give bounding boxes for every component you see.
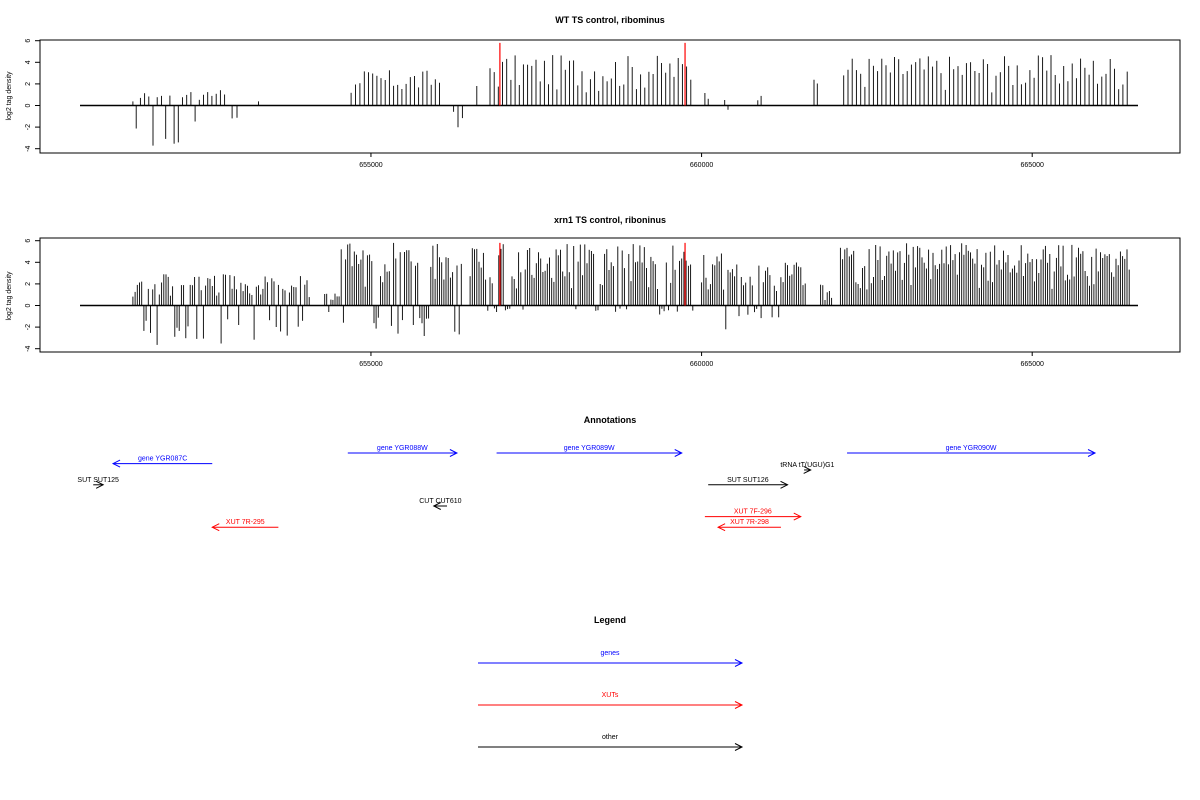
legend-arrow-head bbox=[734, 743, 744, 751]
legend-arrow-head bbox=[734, 701, 744, 709]
annotation-feature: XUT 7R-298 bbox=[716, 519, 781, 532]
legend-label: XUTs bbox=[602, 692, 619, 699]
arrow-head bbox=[674, 449, 683, 457]
wt-panel-title: WT TS control, ribominus bbox=[555, 15, 665, 25]
arrow-head bbox=[793, 512, 802, 521]
arrow-head bbox=[716, 523, 726, 532]
arrow-head bbox=[432, 502, 441, 510]
y-tick-label: 0 bbox=[25, 303, 32, 307]
xrn1-x-axis: 655000 660000 665000 bbox=[359, 352, 1044, 368]
x-tick-label: 660000 bbox=[690, 361, 713, 368]
arrow-head bbox=[449, 449, 459, 457]
xrn1-highlight-lines bbox=[499, 242, 686, 306]
wt-plot-frame bbox=[39, 39, 1181, 154]
feature-label: gene YGR088W bbox=[377, 445, 428, 452]
legend-item: other bbox=[478, 734, 744, 751]
arrow-head bbox=[1087, 449, 1097, 457]
x-tick-label: 655000 bbox=[359, 162, 382, 169]
annotation-features: gene YGR087C gene YGR088W gene YGR089W gene… bbox=[77, 445, 1097, 532]
y-tick-label: -4 bbox=[25, 345, 32, 351]
y-tick-label: -2 bbox=[25, 324, 32, 330]
annotation-feature: CUT CUT610 bbox=[419, 498, 462, 510]
wt-y-axis: 6 4 2 0 -2 -4 bbox=[25, 39, 40, 152]
annotation-feature: SUT SUT125 bbox=[77, 477, 119, 489]
y-tick-label: 0 bbox=[25, 103, 32, 107]
annotation-feature: SUT SUT126 bbox=[708, 477, 789, 489]
feature-label: gene YGR090W bbox=[946, 445, 997, 452]
arrow-head bbox=[95, 480, 105, 489]
xrn1-panel-title: xrn1 TS control, riboninus bbox=[554, 215, 666, 225]
xrn1-y-axis-label: log2 tag density bbox=[6, 271, 13, 321]
xrn1-y-axis: 6 4 2 0 -2 -4 bbox=[25, 239, 40, 352]
feature-label: XUT 7F-296 bbox=[734, 509, 772, 516]
feature-label: tRNA tT(UGU)G1 bbox=[780, 462, 834, 469]
feature-label: XUT 7R-295 bbox=[226, 519, 265, 526]
annotation-feature: gene YGR090W bbox=[847, 445, 1097, 457]
feature-label: gene YGR087C bbox=[138, 456, 187, 463]
wt-x-axis: 655000 660000 665000 bbox=[359, 153, 1044, 169]
y-tick-label: 2 bbox=[25, 82, 32, 86]
xrn1-plot-frame bbox=[39, 237, 1181, 353]
wt-highlight-lines bbox=[499, 42, 686, 106]
legend-title: Legend bbox=[594, 615, 626, 625]
y-tick-label: 6 bbox=[25, 239, 32, 243]
y-tick-label: -4 bbox=[25, 145, 32, 151]
feature-label: gene YGR089W bbox=[564, 445, 615, 452]
legend-items: genes XUTs other bbox=[478, 650, 744, 751]
arrow-head bbox=[803, 466, 812, 474]
y-tick-label: 2 bbox=[25, 282, 32, 286]
xrn1-density-panel: xrn1 TS control, riboninus 6 4 2 0 -2 -4 6550… bbox=[6, 215, 1181, 368]
arrow-head bbox=[211, 523, 220, 532]
annotation-feature: gene YGR089W bbox=[496, 445, 683, 457]
annotation-feature: XUT 7R-295 bbox=[211, 519, 279, 532]
feature-label: SUT SUT126 bbox=[727, 477, 769, 484]
arrow-head bbox=[780, 480, 789, 489]
legend-label: genes bbox=[600, 650, 620, 657]
legend: Legend genes XUTs other bbox=[478, 615, 744, 751]
wt-density-bars bbox=[132, 55, 1128, 146]
feature-label: XUT 7R-298 bbox=[730, 519, 769, 526]
legend-label: other bbox=[602, 734, 619, 741]
y-tick-label: 4 bbox=[25, 60, 32, 64]
annotation-feature: gene YGR088W bbox=[347, 445, 459, 457]
x-tick-label: 655000 bbox=[359, 361, 382, 368]
legend-arrow-head bbox=[734, 659, 744, 667]
xrn1-density-bars bbox=[132, 242, 1130, 345]
annotation-feature: gene YGR087C bbox=[111, 456, 213, 468]
annotation-feature: tRNA tT(UGU)G1 bbox=[780, 462, 835, 474]
feature-label: CUT CUT610 bbox=[419, 498, 461, 505]
x-tick-label: 665000 bbox=[1021, 162, 1044, 169]
y-tick-label: 6 bbox=[25, 39, 32, 43]
x-tick-label: 660000 bbox=[690, 162, 713, 169]
annotation-feature: XUT 7F-296 bbox=[704, 509, 802, 521]
feature-label: SUT SUT125 bbox=[77, 477, 119, 484]
legend-item: genes bbox=[478, 650, 744, 667]
x-tick-label: 665000 bbox=[1021, 361, 1044, 368]
y-tick-label: -2 bbox=[25, 124, 32, 130]
legend-item: XUTs bbox=[478, 692, 744, 709]
annotations-title: Annotations bbox=[584, 415, 637, 425]
arrow-head bbox=[111, 459, 121, 468]
y-tick-label: 4 bbox=[25, 260, 32, 264]
wt-y-axis-label: log2 tag density bbox=[6, 71, 13, 121]
wt-density-panel: WT TS control, ribominus 6 4 2 0 -2 -4 655000… bbox=[6, 15, 1181, 169]
